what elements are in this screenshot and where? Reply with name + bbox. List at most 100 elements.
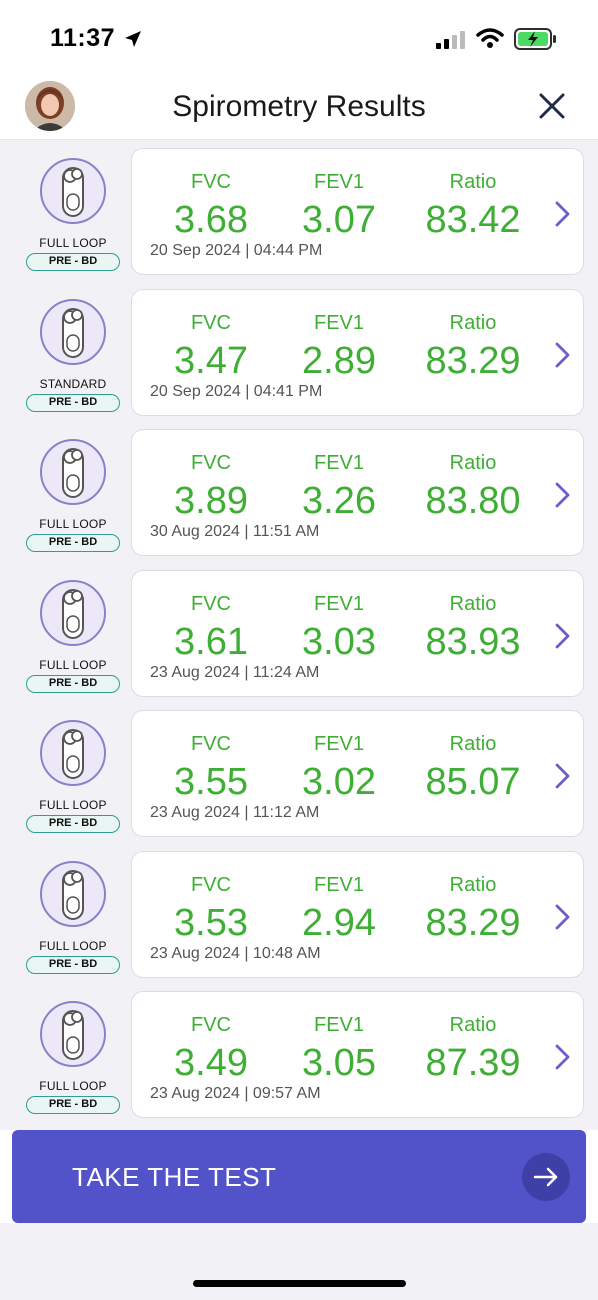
ratio-value: 83.29	[425, 902, 521, 944]
arrow-right-icon	[522, 1153, 570, 1201]
fev1-label: FEV1	[313, 1014, 365, 1036]
user-photo-icon	[25, 81, 75, 131]
fev1-value: 3.26	[302, 480, 376, 522]
ratio-value: 87.39	[425, 1042, 521, 1084]
fev1-label: FEV1	[313, 452, 365, 474]
result-card[interactable]: FVC FEV1 Ratio 3.49 3.05 87.39 23 Aug 20…	[131, 991, 584, 1118]
phase-badge: PRE - BD	[26, 815, 120, 833]
spirometer-icon	[40, 580, 106, 646]
chevron-right-icon[interactable]	[552, 480, 574, 510]
fvc-value: 3.49	[174, 1042, 248, 1084]
fvc-label: FVC	[191, 593, 231, 615]
result-card[interactable]: FVC FEV1 Ratio 3.61 3.03 83.93 23 Aug 20…	[131, 570, 584, 697]
fev1-label: FEV1	[313, 312, 365, 334]
fev1-value: 3.03	[302, 621, 376, 663]
header: Spirometry Results	[0, 76, 598, 140]
device-badge: FULL LOOP PRE - BD	[26, 572, 122, 693]
close-icon[interactable]	[536, 90, 568, 122]
ratio-label: Ratio	[449, 1014, 497, 1036]
fev1-value: 3.05	[302, 1042, 376, 1084]
result-date: 20 Sep 2024 | 04:44 PM	[150, 242, 323, 259]
fev1-value: 3.02	[302, 761, 376, 803]
chevron-right-icon[interactable]	[552, 199, 574, 229]
device-badge: FULL LOOP PRE - BD	[26, 993, 122, 1114]
phase-badge: PRE - BD	[26, 394, 120, 412]
ratio-value: 83.29	[425, 340, 521, 382]
phase-badge: PRE - BD	[26, 534, 120, 552]
result-row: FULL LOOP PRE - BD FVC FEV1 Ratio 3.53 2…	[0, 843, 598, 978]
ratio-label: Ratio	[449, 874, 497, 896]
result-row: FULL LOOP PRE - BD FVC FEV1 Ratio 3.55 3…	[0, 702, 598, 837]
fvc-label: FVC	[191, 733, 231, 755]
result-card[interactable]: FVC FEV1 Ratio 3.55 3.02 85.07 23 Aug 20…	[131, 710, 584, 837]
result-row: FULL LOOP PRE - BD FVC FEV1 Ratio 3.68 3…	[0, 140, 598, 275]
fvc-label: FVC	[191, 1014, 231, 1036]
fev1-value: 2.89	[302, 340, 376, 382]
result-date: 23 Aug 2024 | 11:24 AM	[150, 664, 320, 681]
home-indicator[interactable]	[193, 1280, 406, 1287]
device-badge: FULL LOOP PRE - BD	[26, 853, 122, 974]
take-test-label: TAKE THE TEST	[72, 1162, 277, 1192]
device-type-label: FULL LOOP	[39, 658, 107, 672]
bottom-area	[0, 1223, 598, 1300]
fev1-label: FEV1	[313, 593, 365, 615]
spirometer-icon	[40, 861, 106, 927]
fvc-label: FVC	[191, 874, 231, 896]
device-type-label: FULL LOOP	[39, 1079, 107, 1093]
result-date: 30 Aug 2024 | 11:51 AM	[150, 523, 320, 540]
battery-charging-icon	[514, 28, 556, 50]
avatar[interactable]	[25, 81, 75, 131]
result-row: FULL LOOP PRE - BD FVC FEV1 Ratio 3.49 3…	[0, 983, 598, 1118]
device-type-label: FULL LOOP	[39, 939, 107, 953]
spirometer-icon	[40, 299, 106, 365]
device-type-label: FULL LOOP	[39, 517, 107, 531]
result-card[interactable]: FVC FEV1 Ratio 3.47 2.89 83.29 20 Sep 20…	[131, 289, 584, 416]
ratio-value: 85.07	[425, 761, 521, 803]
fev1-value: 3.07	[302, 199, 376, 241]
phase-badge: PRE - BD	[26, 253, 120, 271]
ratio-label: Ratio	[449, 733, 497, 755]
chevron-right-icon[interactable]	[552, 902, 574, 932]
chevron-right-icon[interactable]	[552, 761, 574, 791]
results-list: FULL LOOP PRE - BD FVC FEV1 Ratio 3.68 3…	[0, 140, 598, 1130]
result-row: FULL LOOP PRE - BD FVC FEV1 Ratio 3.61 3…	[0, 562, 598, 697]
take-test-button[interactable]: TAKE THE TEST	[12, 1130, 586, 1223]
phase-badge: PRE - BD	[26, 956, 120, 974]
chevron-right-icon[interactable]	[552, 340, 574, 370]
page-title: Spirometry Results	[172, 90, 426, 123]
fev1-label: FEV1	[313, 733, 365, 755]
fvc-label: FVC	[191, 312, 231, 334]
fvc-label: FVC	[191, 171, 231, 193]
fvc-value: 3.53	[174, 902, 248, 944]
fev1-label: FEV1	[313, 171, 365, 193]
result-card[interactable]: FVC FEV1 Ratio 3.89 3.26 83.80 30 Aug 20…	[131, 429, 584, 556]
ratio-value: 83.80	[425, 480, 521, 522]
ratio-value: 83.93	[425, 621, 521, 663]
device-type-label: STANDARD	[39, 377, 107, 391]
location-arrow-icon	[125, 30, 142, 47]
device-badge: FULL LOOP PRE - BD	[26, 712, 122, 833]
device-type-label: FULL LOOP	[39, 236, 107, 250]
result-row: FULL LOOP PRE - BD FVC FEV1 Ratio 3.89 3…	[0, 421, 598, 556]
cellular-signal-icon	[436, 31, 465, 49]
result-card[interactable]: FVC FEV1 Ratio 3.53 2.94 83.29 23 Aug 20…	[131, 851, 584, 978]
spirometer-icon	[40, 158, 106, 224]
ratio-label: Ratio	[449, 593, 497, 615]
ratio-label: Ratio	[449, 452, 497, 474]
result-card[interactable]: FVC FEV1 Ratio 3.68 3.07 83.42 20 Sep 20…	[131, 148, 584, 275]
chevron-right-icon[interactable]	[552, 621, 574, 651]
result-row: STANDARD PRE - BD FVC FEV1 Ratio 3.47 2.…	[0, 281, 598, 416]
device-badge: FULL LOOP PRE - BD	[26, 150, 122, 271]
ratio-label: Ratio	[449, 312, 497, 334]
ratio-label: Ratio	[449, 171, 497, 193]
status-bar: 11:37	[0, 0, 598, 76]
fvc-value: 3.89	[174, 480, 248, 522]
fev1-value: 2.94	[302, 902, 376, 944]
wifi-icon	[476, 28, 504, 48]
chevron-right-icon[interactable]	[552, 1042, 574, 1072]
result-date: 23 Aug 2024 | 10:48 AM	[150, 945, 321, 962]
result-date: 23 Aug 2024 | 11:12 AM	[150, 804, 320, 821]
device-type-label: FULL LOOP	[39, 798, 107, 812]
fvc-value: 3.55	[174, 761, 248, 803]
device-badge: STANDARD PRE - BD	[26, 291, 122, 412]
